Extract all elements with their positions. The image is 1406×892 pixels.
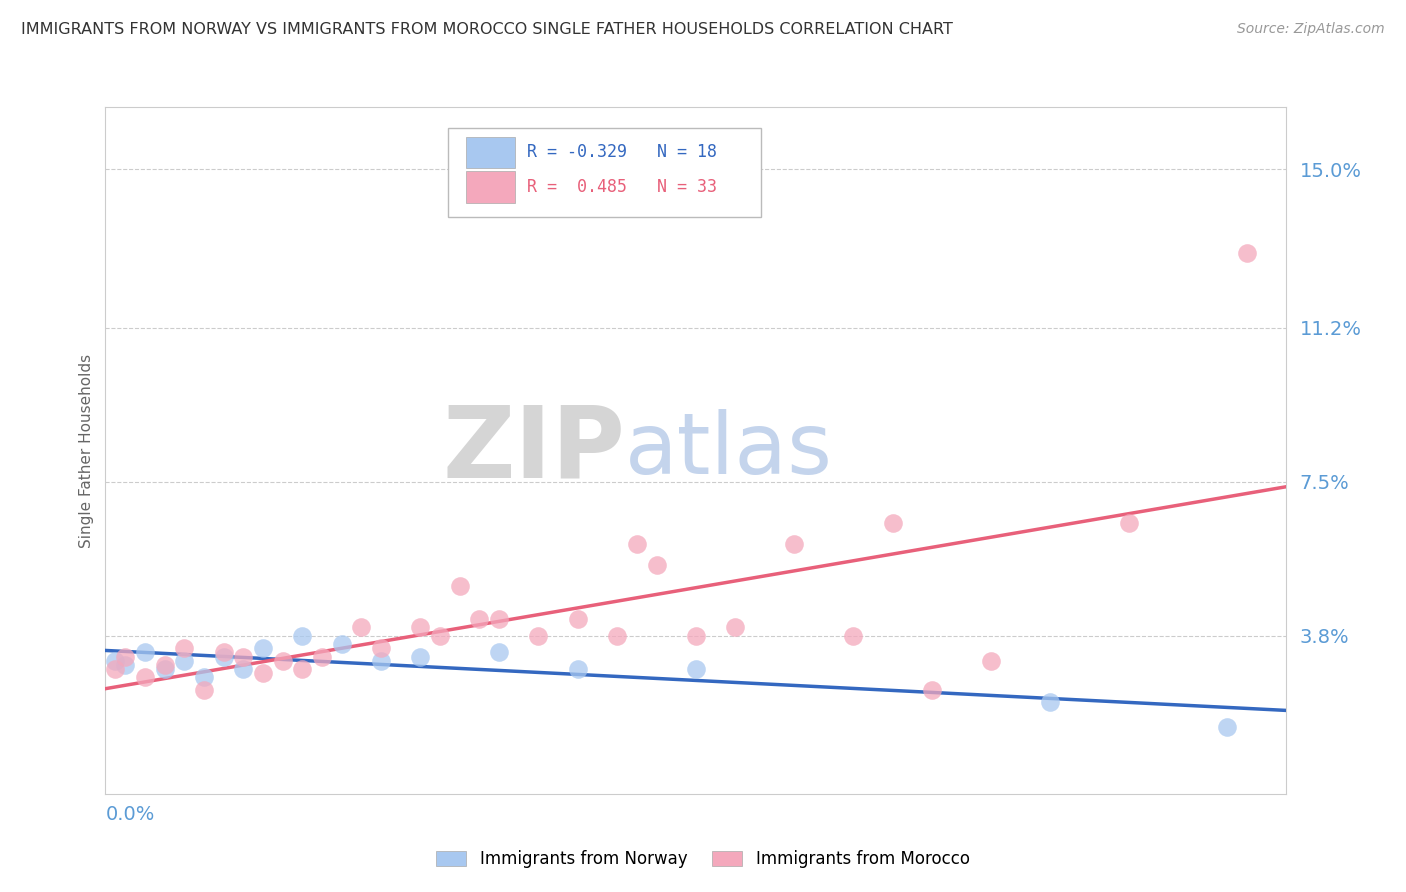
- Point: [842, 629, 865, 643]
- FancyBboxPatch shape: [465, 171, 515, 202]
- Point: [173, 641, 195, 656]
- Point: [921, 682, 943, 697]
- Point: [1236, 245, 1258, 260]
- Point: [980, 654, 1002, 668]
- Point: [134, 645, 156, 659]
- Text: atlas: atlas: [626, 409, 834, 492]
- Point: [350, 620, 373, 634]
- Point: [606, 629, 628, 643]
- Y-axis label: Single Father Households: Single Father Households: [79, 353, 94, 548]
- Point: [232, 662, 254, 676]
- Point: [1216, 720, 1239, 734]
- Point: [104, 662, 127, 676]
- Point: [1118, 516, 1140, 531]
- Point: [104, 654, 127, 668]
- Point: [193, 670, 215, 684]
- Point: [370, 641, 392, 656]
- Point: [626, 537, 648, 551]
- Point: [409, 649, 432, 664]
- Point: [645, 558, 668, 572]
- Point: [252, 641, 274, 656]
- Point: [468, 612, 491, 626]
- Point: [212, 645, 235, 659]
- Point: [114, 657, 136, 672]
- Text: 0.0%: 0.0%: [105, 805, 155, 824]
- Point: [783, 537, 806, 551]
- Point: [173, 654, 195, 668]
- Point: [212, 649, 235, 664]
- Point: [567, 612, 589, 626]
- Point: [685, 662, 707, 676]
- Legend: Immigrants from Norway, Immigrants from Morocco: Immigrants from Norway, Immigrants from …: [430, 844, 976, 875]
- Point: [252, 666, 274, 681]
- Text: R = -0.329   N = 18: R = -0.329 N = 18: [527, 144, 717, 161]
- Point: [291, 629, 314, 643]
- Text: IMMIGRANTS FROM NORWAY VS IMMIGRANTS FROM MOROCCO SINGLE FATHER HOUSEHOLDS CORRE: IMMIGRANTS FROM NORWAY VS IMMIGRANTS FRO…: [21, 22, 953, 37]
- Text: R =  0.485   N = 33: R = 0.485 N = 33: [527, 178, 717, 195]
- Point: [311, 649, 333, 664]
- Point: [153, 657, 176, 672]
- Point: [134, 670, 156, 684]
- Point: [527, 629, 550, 643]
- Point: [882, 516, 904, 531]
- FancyBboxPatch shape: [465, 136, 515, 169]
- Text: ZIP: ZIP: [443, 402, 626, 499]
- Point: [1039, 695, 1062, 709]
- Point: [488, 645, 510, 659]
- Point: [724, 620, 747, 634]
- Point: [153, 662, 176, 676]
- Point: [330, 637, 353, 651]
- FancyBboxPatch shape: [449, 128, 761, 217]
- Point: [291, 662, 314, 676]
- Point: [488, 612, 510, 626]
- Point: [567, 662, 589, 676]
- Point: [193, 682, 215, 697]
- Point: [114, 649, 136, 664]
- Point: [232, 649, 254, 664]
- Point: [370, 654, 392, 668]
- Point: [409, 620, 432, 634]
- Point: [449, 579, 471, 593]
- Point: [271, 654, 294, 668]
- Point: [429, 629, 451, 643]
- Point: [685, 629, 707, 643]
- Text: Source: ZipAtlas.com: Source: ZipAtlas.com: [1237, 22, 1385, 37]
